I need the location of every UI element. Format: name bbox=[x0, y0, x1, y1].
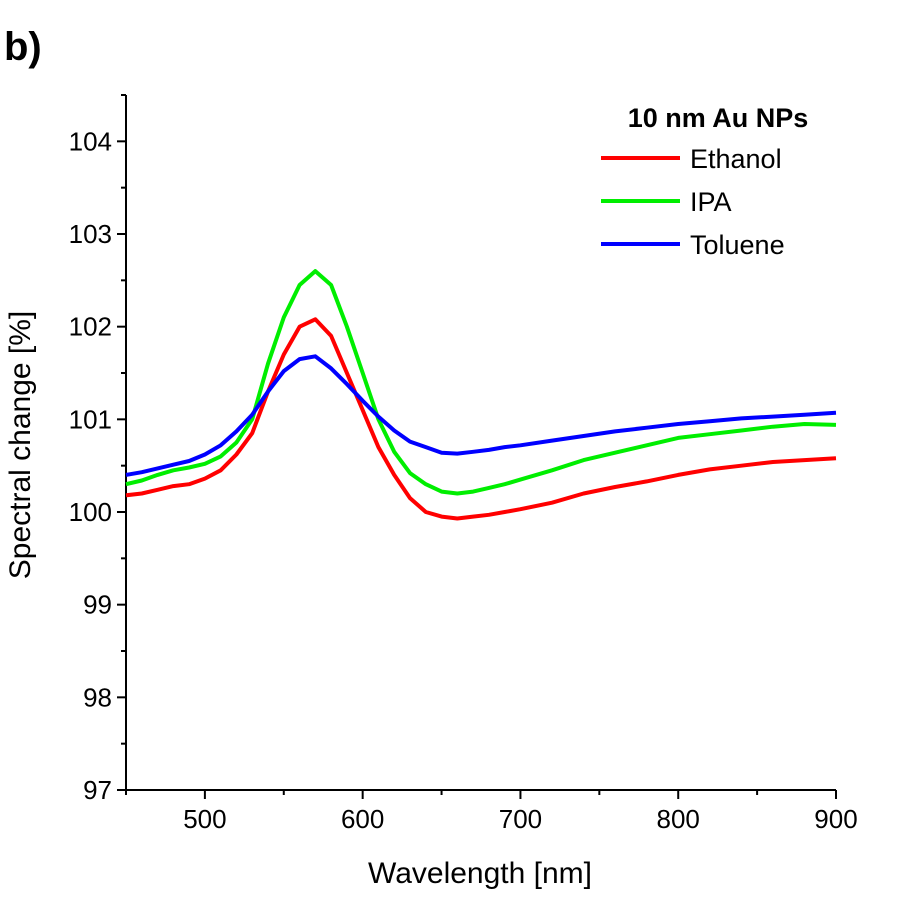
legend-title: 10 nm Au NPs bbox=[628, 103, 809, 133]
x-tick-label: 700 bbox=[499, 804, 542, 834]
y-tick-label: 103 bbox=[69, 219, 112, 249]
x-axis-title: Wavelength [nm] bbox=[368, 857, 592, 890]
x-tick-label: 500 bbox=[183, 804, 226, 834]
x-tick-label: 900 bbox=[814, 804, 857, 834]
y-tick-label: 101 bbox=[69, 404, 112, 434]
series-lines bbox=[125, 269, 837, 521]
y-tick-label: 98 bbox=[83, 682, 112, 712]
y-tick-label: 99 bbox=[83, 590, 112, 620]
y-tick-label: 102 bbox=[69, 312, 112, 342]
x-tick-label: 800 bbox=[657, 804, 700, 834]
y-tick-label: 97 bbox=[83, 775, 112, 805]
ticks bbox=[117, 94, 837, 799]
y-tick-label: 100 bbox=[69, 497, 112, 527]
x-tick-label: 600 bbox=[341, 804, 384, 834]
y-axis-title: Spectral change [%] bbox=[4, 311, 37, 580]
tick-labels: 500 600 700 800 900 97 98 99 100 101 102 103 104 bbox=[69, 126, 858, 834]
axes bbox=[125, 95, 836, 791]
legend-label-ethanol: Ethanol bbox=[690, 144, 782, 174]
panel-label: b) bbox=[4, 25, 42, 69]
legend: 10 nm Au NPs Ethanol IPA Toluene bbox=[601, 103, 808, 260]
y-tick-label: 104 bbox=[69, 126, 112, 156]
series-line-ethanol bbox=[125, 317, 837, 521]
legend-label-ipa: IPA bbox=[690, 187, 732, 217]
legend-label-toluene: Toluene bbox=[690, 230, 785, 260]
series-line-toluene bbox=[125, 354, 837, 477]
series-line-ipa bbox=[125, 269, 837, 496]
